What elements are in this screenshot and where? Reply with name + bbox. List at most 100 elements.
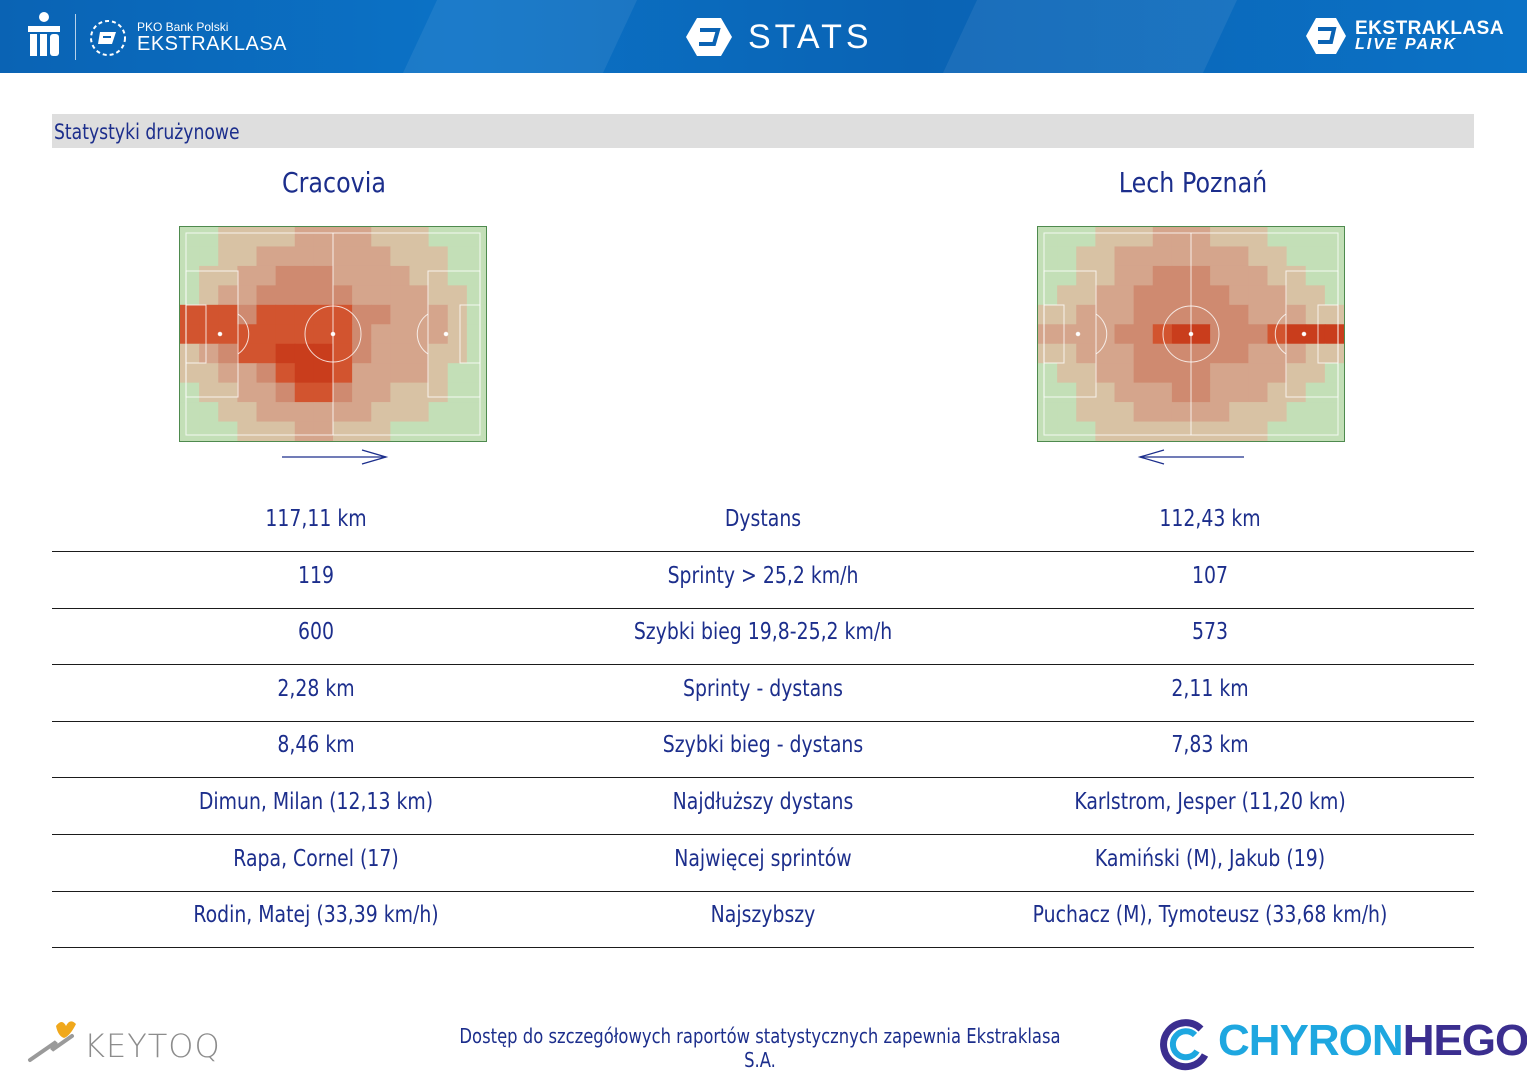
heatmap-cell [1133, 343, 1154, 364]
heatmap-cell [371, 343, 391, 364]
heatmap-cell [1038, 382, 1058, 403]
heatmap-cell [1324, 285, 1344, 306]
heatmap-cell [1286, 363, 1307, 384]
heatmap-cell [1191, 363, 1211, 384]
heatmap-cell [371, 421, 391, 441]
heatmap-cell [447, 343, 468, 364]
heatmap-cell [275, 324, 296, 345]
pitch-marking [1075, 331, 1081, 337]
heatmap-cell [256, 324, 277, 345]
heatmap-cell [1152, 285, 1173, 306]
pitch-marking [330, 331, 336, 337]
heatmap-cell [256, 382, 277, 403]
heatmap-cell [218, 285, 238, 306]
heatmap-cell [371, 265, 391, 286]
logo-separator [75, 14, 76, 60]
heatmap-cell [256, 363, 277, 384]
heatmap-cell [333, 382, 353, 403]
heatmap-cell [1191, 227, 1211, 247]
heatmap-cell [371, 227, 391, 247]
heatmap-cell [371, 304, 391, 325]
heatmap-cell [1286, 402, 1307, 423]
heatmap-cell [1324, 227, 1344, 247]
home-heatmap-canvas [180, 227, 486, 441]
stat-label: Szybki bieg 19,8-25,2 km/h [633, 619, 893, 646]
stat-row: 8,46 km Szybki bieg - dystans 7,83 km [52, 722, 1474, 779]
heatmap-cell [1248, 246, 1268, 267]
heatmap-cell [1324, 324, 1344, 345]
home-attack-direction-arrow-icon [282, 449, 389, 465]
heatmap-cell [1152, 227, 1173, 247]
heatmap-cell [1095, 343, 1115, 364]
heatmap-cell [1210, 304, 1230, 325]
heatmap-cell [1095, 304, 1115, 325]
heatmap-cell [1076, 421, 1096, 441]
heatmap-cell [1286, 421, 1307, 441]
heatmap-cell [1267, 363, 1288, 384]
heatmap-cell [1133, 285, 1154, 306]
heatmap-cell [218, 382, 238, 403]
heatmap-cell [313, 382, 334, 403]
pitch-marking [237, 313, 250, 355]
heatmap-cell [466, 363, 486, 384]
heatmap-cell [1038, 246, 1058, 267]
away-stat-value: Puchacz (M), Tymoteusz (33,68 km/h) [1032, 902, 1388, 929]
pitch-marking [416, 313, 429, 355]
live-park-title: EKSTRAKLASA [1355, 18, 1505, 39]
heatmap-cell [409, 324, 430, 345]
stat-label: Najszybszy [710, 902, 816, 929]
heatmap-cell [1171, 265, 1192, 286]
heatmap-cell [180, 421, 200, 441]
pitch-marking [1317, 304, 1339, 364]
heatmap-cell [1229, 402, 1249, 423]
heatmap-cell [1076, 304, 1096, 325]
heatmap-cell [1095, 324, 1115, 345]
heatmap-cell [352, 402, 372, 423]
heatmap-cell [409, 246, 430, 267]
heatmap-cell [428, 343, 449, 364]
heatmap-cell [1305, 363, 1326, 384]
heatmap-cell [390, 343, 410, 364]
home-team-name: Cracovia [282, 166, 386, 199]
heatmap-cell [1229, 285, 1249, 306]
heatmap-cell [390, 402, 410, 423]
heatmap-cell [256, 227, 277, 247]
heatmap-cell [466, 382, 486, 403]
heatmap-cell [275, 421, 296, 441]
heatmap-cell [1057, 285, 1077, 306]
heatmap-cell [1324, 421, 1344, 441]
heatmap-cell [352, 265, 372, 286]
heatmap-cell [1038, 402, 1058, 423]
heatmap-cell [1114, 363, 1135, 384]
heatmap-cell [1324, 265, 1344, 286]
heatmap-cell [218, 227, 238, 247]
stats-logo-icon [686, 18, 732, 56]
heatmap-cell [447, 363, 468, 384]
heatmap-cell [1248, 402, 1268, 423]
stat-label: Sprinty > 25,2 km/h [667, 562, 859, 589]
heatmap-cell [1152, 246, 1173, 267]
heatmap-cell [180, 285, 200, 306]
heatmap-cell [256, 246, 277, 267]
heatmap-cell [1114, 285, 1135, 306]
heatmap-cell [1210, 421, 1230, 441]
hego-text-part: HEGO [1402, 1016, 1527, 1065]
heatmap-cell [256, 402, 277, 423]
heatmap-cell [256, 343, 277, 364]
heatmap-cell [409, 285, 430, 306]
heatmap-cell [1076, 227, 1096, 247]
chyronhego-logo-text: CHYRONHEGO [1218, 1016, 1527, 1066]
heatmap-cell [1038, 421, 1058, 441]
heatmap-cell [1324, 246, 1344, 267]
heatmap-cell [447, 324, 468, 345]
pitch-marking [185, 304, 207, 364]
heatmap-cell [333, 265, 353, 286]
heatmap-cell [1114, 382, 1135, 403]
heatmap-cell [1210, 324, 1230, 345]
heatmap-cell [1286, 285, 1307, 306]
stat-label: Szybki bieg - dystans [662, 732, 864, 759]
heatmap-cell [1267, 246, 1288, 267]
heatmap-cell [1095, 285, 1115, 306]
heatmap-cell [409, 343, 430, 364]
heatmap-cell [1248, 285, 1268, 306]
